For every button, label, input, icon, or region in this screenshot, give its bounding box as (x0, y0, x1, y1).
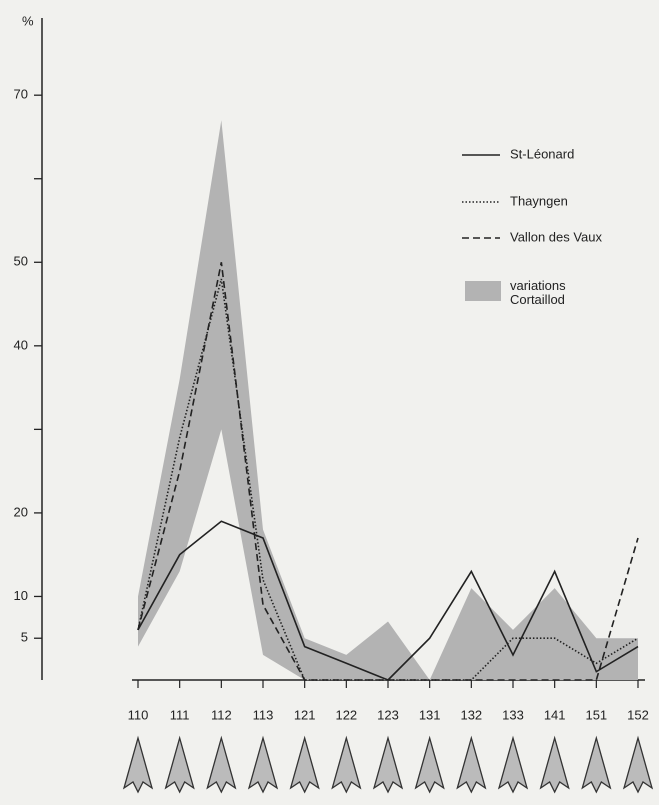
x-tick-label: 152 (627, 707, 649, 722)
legend-label: variations Cortaillod (510, 278, 566, 307)
y-tick-label: 20 (14, 504, 28, 519)
y-tick-label: 5 (21, 630, 28, 645)
x-tick-label: 112 (211, 707, 232, 722)
series-line (137, 278, 639, 681)
x-tick-label: 132 (460, 707, 482, 722)
legend-label: Vallon des Vaux (510, 229, 603, 244)
arrowhead-icon (622, 735, 654, 794)
x-tick-label: 113 (253, 707, 274, 722)
x-tick-label: 131 (419, 707, 441, 722)
y-axis-label: % (22, 13, 34, 28)
y-tick-label: 50 (14, 254, 28, 269)
x-tick-label: 110 (128, 707, 149, 722)
x-tick-label: 122 (335, 707, 357, 722)
arrowhead-icon (164, 735, 195, 794)
arrowhead-icon (414, 735, 445, 794)
x-tick-label: 121 (294, 707, 316, 722)
x-tick-label: 111 (170, 707, 190, 722)
y-tick-label: 40 (14, 337, 28, 352)
arrowhead-icon (289, 735, 320, 794)
x-tick-label: 151 (585, 707, 607, 722)
legend-label: St-Léonard (510, 146, 574, 161)
arrowhead-icon (581, 735, 612, 794)
arrowhead-icon (497, 735, 529, 794)
y-tick-label: 10 (14, 588, 28, 603)
y-tick-label: 70 (14, 87, 28, 102)
arrowhead-icon (247, 735, 279, 794)
x-tick-label: 123 (377, 707, 399, 722)
arrowhead-icon (456, 735, 487, 794)
arrowhead-icon (539, 735, 570, 794)
x-tick-label: 141 (544, 707, 566, 722)
legend-label: Thayngen (510, 193, 568, 208)
x-tick-label: 133 (502, 707, 524, 722)
arrowhead-icon (372, 735, 404, 794)
legend-swatch (465, 281, 501, 301)
arrowhead-icon (206, 735, 237, 794)
arrowhead-icon (122, 735, 154, 794)
arrowhead-icon (331, 735, 362, 794)
